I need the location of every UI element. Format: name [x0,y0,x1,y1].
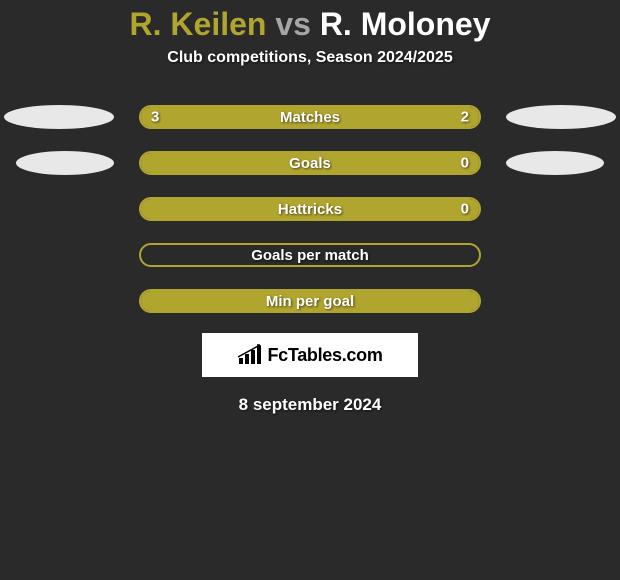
stat-row-matches: 3 Matches 2 [0,105,620,129]
right-ellipse [506,151,604,175]
bar-chart-icon [237,344,263,366]
page-title: R. Keilen vs R. Moloney [0,6,620,43]
logo-box: FcTables.com [202,333,418,377]
left-ellipse [4,105,114,129]
stat-label: Goals [289,155,331,172]
stat-rows: 3 Matches 2 Goals 0 Hattr [0,105,620,313]
stat-bar: Goals 0 [139,151,481,175]
vs-separator: vs [275,6,311,42]
right-ellipse [506,105,616,129]
stat-label: Matches [280,109,340,126]
player1-name: R. Keilen [130,6,267,42]
logo-text: FcTables.com [267,345,382,366]
subtitle: Club competitions, Season 2024/2025 [0,49,620,67]
stat-bar: Hattricks 0 [139,197,481,221]
stat-row-goals-per-match: Goals per match [0,243,620,267]
stat-row-min-per-goal: Min per goal [0,289,620,313]
stat-label: Goals per match [251,247,369,264]
stat-bar: Min per goal [139,289,481,313]
comparison-card: R. Keilen vs R. Moloney Club competition… [0,0,620,415]
bar-fill-right [344,107,479,127]
left-ellipse [16,151,114,175]
stat-label: Min per goal [266,293,354,310]
right-value: 2 [461,109,469,126]
left-value: 3 [151,109,159,126]
stat-bar: Goals per match [139,243,481,267]
right-value: 0 [461,201,469,218]
date-label: 8 september 2024 [0,395,620,415]
stat-row-hattricks: Hattricks 0 [0,197,620,221]
right-value: 0 [461,155,469,172]
stat-row-goals: Goals 0 [0,151,620,175]
player2-name: R. Moloney [320,6,491,42]
stat-label: Hattricks [278,201,342,218]
stat-bar: 3 Matches 2 [139,105,481,129]
